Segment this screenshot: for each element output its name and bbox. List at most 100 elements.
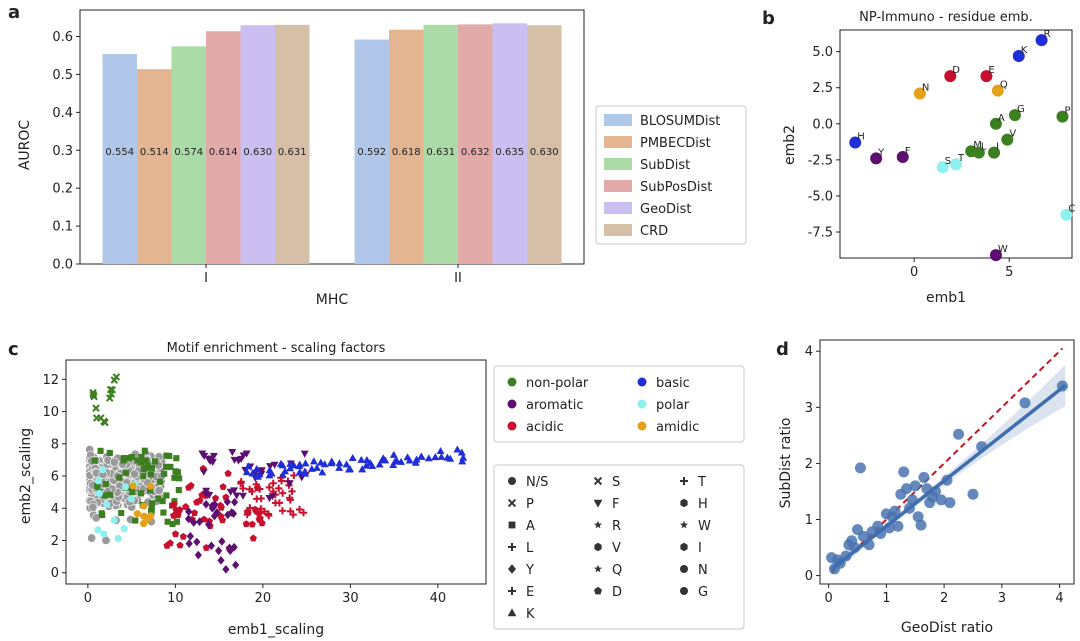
chart-c-marker-legend-swatch <box>508 564 516 574</box>
chart-c-point <box>286 507 295 515</box>
chart-c-point <box>348 454 357 462</box>
chart-d-xtick-label: 3 <box>998 591 1006 606</box>
chart-c-point <box>142 457 149 464</box>
chart-a-bar-value-label: 0.631 <box>278 147 307 158</box>
chart-c-point <box>248 487 256 496</box>
chart-c-point <box>335 459 344 467</box>
chart-c-point <box>278 507 287 515</box>
chart-b-point <box>1035 34 1048 47</box>
chart-c-point <box>94 482 101 490</box>
chart-b-point-label: L <box>981 142 987 153</box>
chart-c-point <box>101 492 108 499</box>
chart-c-point <box>112 373 121 381</box>
chart-c-point <box>202 487 211 495</box>
chart-d-xtick-label: 1 <box>882 591 890 606</box>
chart-b-point-label: Q <box>1000 80 1008 91</box>
chart-c-point <box>443 453 452 461</box>
chart-c-ytick-label: 12 <box>42 373 59 388</box>
chart-a-legend-label: PMBECDist <box>640 136 711 151</box>
chart-c-point <box>155 495 162 502</box>
chart-a-legend-swatch <box>604 180 632 192</box>
chart-b-frame <box>839 29 1073 259</box>
chart-c-marker-legend-label: H <box>698 497 708 512</box>
chart-c-marker-legend-label: E <box>526 585 534 600</box>
chart-c-point <box>253 472 262 480</box>
chart-c-point <box>285 480 294 488</box>
chart-b-point-label: H <box>857 132 865 143</box>
chart-a-bar-value-label: 0.635 <box>495 147 524 158</box>
chart-b-xtick-label: 5 <box>1005 265 1013 280</box>
chart-c-xtick-label: 20 <box>255 591 272 606</box>
chart-c-point <box>207 541 215 551</box>
chart-a-ytick-label: 0.1 <box>52 220 73 235</box>
chart-a-ytick-label: 0.4 <box>52 106 73 121</box>
chart-b-point <box>1060 208 1073 221</box>
chart-c-color-legend-swatch <box>637 399 647 409</box>
chart-c-point <box>146 482 155 490</box>
chart-c-color-legend-swatch <box>507 421 517 431</box>
chart-c-point <box>185 539 193 548</box>
chart-c-point <box>403 453 412 461</box>
chart-c-ytick-label: 2 <box>51 534 59 549</box>
chart-c-point <box>375 460 384 468</box>
chart-c-color-legend-label: acidic <box>526 420 564 435</box>
chart-c-point <box>103 500 111 509</box>
chart-b-point <box>870 152 883 165</box>
chart-c-point <box>459 453 468 461</box>
chart-c-marker-legend-label: P <box>526 497 534 512</box>
chart-c-point <box>196 517 204 526</box>
chart-c-point <box>90 392 98 401</box>
chart-a-legend-swatch <box>604 202 632 214</box>
chart-c-point <box>278 470 287 478</box>
chart-c-point <box>204 520 213 529</box>
chart-a-bar <box>240 25 275 264</box>
chart-c-marker-legend-swatch <box>594 564 602 573</box>
chart-c-point <box>249 534 257 542</box>
chart-c-point <box>389 450 398 458</box>
chart-c-marker-legend-swatch <box>507 498 517 508</box>
chart-d-point <box>953 428 965 440</box>
chart-c-point <box>170 511 178 519</box>
chart-a-legend-swatch <box>604 224 632 236</box>
chart-c-point <box>193 498 201 506</box>
chart-c-point <box>94 477 102 485</box>
chart-c-point <box>239 452 248 460</box>
chart-c-color-legend-label: non-polar <box>526 376 589 391</box>
chart-c-point <box>265 471 274 479</box>
chart-a-xlabel: MHC <box>316 292 349 308</box>
chart-c-point <box>412 455 421 463</box>
chart-c-ytick-label: 4 <box>51 502 59 517</box>
chart-c-marker-legend-swatch <box>508 543 516 551</box>
chart-c-point <box>257 494 265 503</box>
chart-a-ylabel: AUROC <box>17 120 33 171</box>
chart-c-point <box>270 461 279 469</box>
chart-c-point <box>95 489 103 497</box>
chart-c-point <box>453 445 462 453</box>
chart-c-point <box>208 458 217 467</box>
chart-c-point <box>211 500 219 509</box>
chart-c-point <box>149 500 156 507</box>
chart-c-point <box>116 474 123 481</box>
chart-c-point <box>417 452 426 460</box>
panel-letter-c: c <box>8 339 19 360</box>
chart-c-point <box>295 460 304 468</box>
chart-c-point <box>125 455 132 462</box>
chart-a-bar <box>389 29 424 264</box>
chart-c-point <box>209 452 218 460</box>
chart-b-point-label: V <box>1009 129 1016 140</box>
chart-c-point <box>199 468 208 476</box>
chart-c-point <box>94 526 102 534</box>
chart-c-point <box>114 534 122 543</box>
chart-a-ytick-label: 0.2 <box>52 182 73 197</box>
chart-b-point-label: E <box>988 65 994 76</box>
chart-a-legend-swatch <box>604 114 632 126</box>
chart-c-point <box>92 404 100 412</box>
chart-b-point-label: T <box>957 153 965 164</box>
chart-a-bar-value-label: 0.554 <box>105 147 134 158</box>
chart-c-point <box>242 450 251 458</box>
chart-c-point <box>176 541 184 549</box>
chart-c-point <box>179 532 187 540</box>
chart-c-point <box>211 494 220 502</box>
chart-a-bar-value-label: 0.632 <box>461 147 490 158</box>
chart-c-point <box>252 480 260 489</box>
